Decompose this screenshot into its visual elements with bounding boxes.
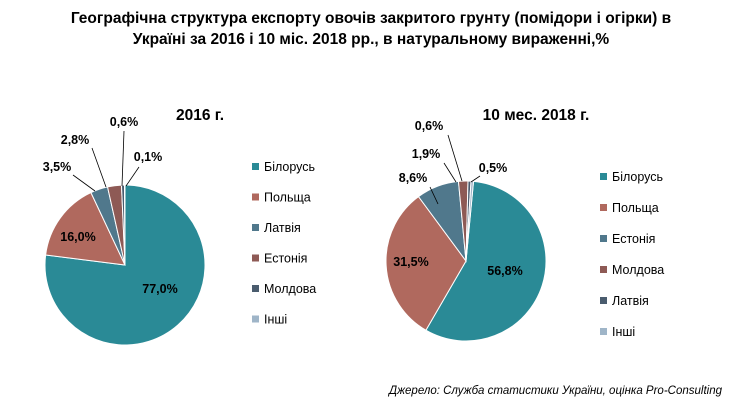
leader-line	[125, 166, 140, 187]
legend-item: Польща	[612, 201, 659, 215]
legend-swatch	[252, 224, 259, 231]
chart-title-line-1: Географічна структура експорту овочів за…	[70, 10, 672, 27]
data-label: 0,1%	[134, 150, 163, 164]
chart-title: Географічна структура експорту овочів за…	[0, 8, 742, 50]
legend-item: Естонія	[264, 252, 307, 266]
pie-title-1: 2016 г.	[176, 107, 224, 124]
leader-line	[429, 186, 439, 205]
legend-item: Білорусь	[612, 170, 663, 184]
chart-title-line-2: Україні за 2016 і 10 міс. 2018 рр., в на…	[132, 31, 610, 48]
legend-swatch	[600, 328, 607, 335]
data-label: 0,6%	[415, 119, 444, 133]
leader-line	[72, 174, 96, 192]
legend-swatch	[600, 266, 607, 273]
pie-slice-інші	[123, 184, 126, 266]
leader-line	[447, 134, 463, 182]
pie-slice-польща	[45, 191, 126, 266]
legend-item: Латвія	[264, 221, 301, 235]
source-note: Джерело: Служба статистики України, оцін…	[389, 385, 722, 397]
data-label: 8,6%	[399, 171, 428, 185]
data-label: 56,8%	[487, 264, 522, 278]
leader-line	[470, 175, 481, 183]
legend-swatch	[252, 193, 259, 201]
data-label: 3,5%	[43, 160, 72, 174]
legend-swatch	[252, 315, 259, 323]
legend-swatch	[600, 235, 607, 242]
pie-chart-1: 2016 г. 77,0% 16,0% 3,5% 2,8% 0,6% 0,1% Білорус…	[43, 107, 316, 346]
data-label: 77,0%	[142, 282, 177, 296]
legend-item: Естонія	[612, 232, 655, 246]
data-label: 2,8%	[61, 133, 90, 147]
legend-swatch	[600, 297, 607, 304]
pie-chart-2: 10 мес. 2018 г. 56,8% 31,5% 8,6% 1,9% 0,6% 0,5…	[385, 107, 664, 342]
pie-slice-польща	[385, 195, 467, 331]
data-label: 31,5%	[393, 255, 428, 269]
legend-swatch	[252, 163, 259, 170]
legend-swatch	[252, 285, 259, 292]
pie-slice-білорусь	[425, 180, 547, 342]
legend-swatch	[252, 254, 259, 262]
data-label: 16,0%	[60, 230, 95, 244]
legend-item: Інші	[264, 313, 287, 327]
legend-item: Латвія	[612, 294, 649, 308]
legend-swatch	[600, 173, 607, 180]
legend-swatch	[600, 204, 607, 211]
legend-item: Інші	[612, 325, 635, 339]
legend-item: Молдова	[612, 263, 664, 277]
leader-line	[91, 147, 107, 188]
data-label: 1,9%	[412, 147, 441, 161]
pie-title-2: 10 мес. 2018 г.	[483, 107, 590, 124]
leader-line	[121, 130, 125, 187]
legend-item: Польща	[264, 191, 311, 205]
data-label: 0,5%	[479, 161, 508, 175]
data-label: 0,6%	[110, 115, 139, 129]
legend-item: Молдова	[264, 282, 316, 296]
leader-line	[443, 162, 457, 183]
legend-item: Білорусь	[264, 160, 315, 174]
